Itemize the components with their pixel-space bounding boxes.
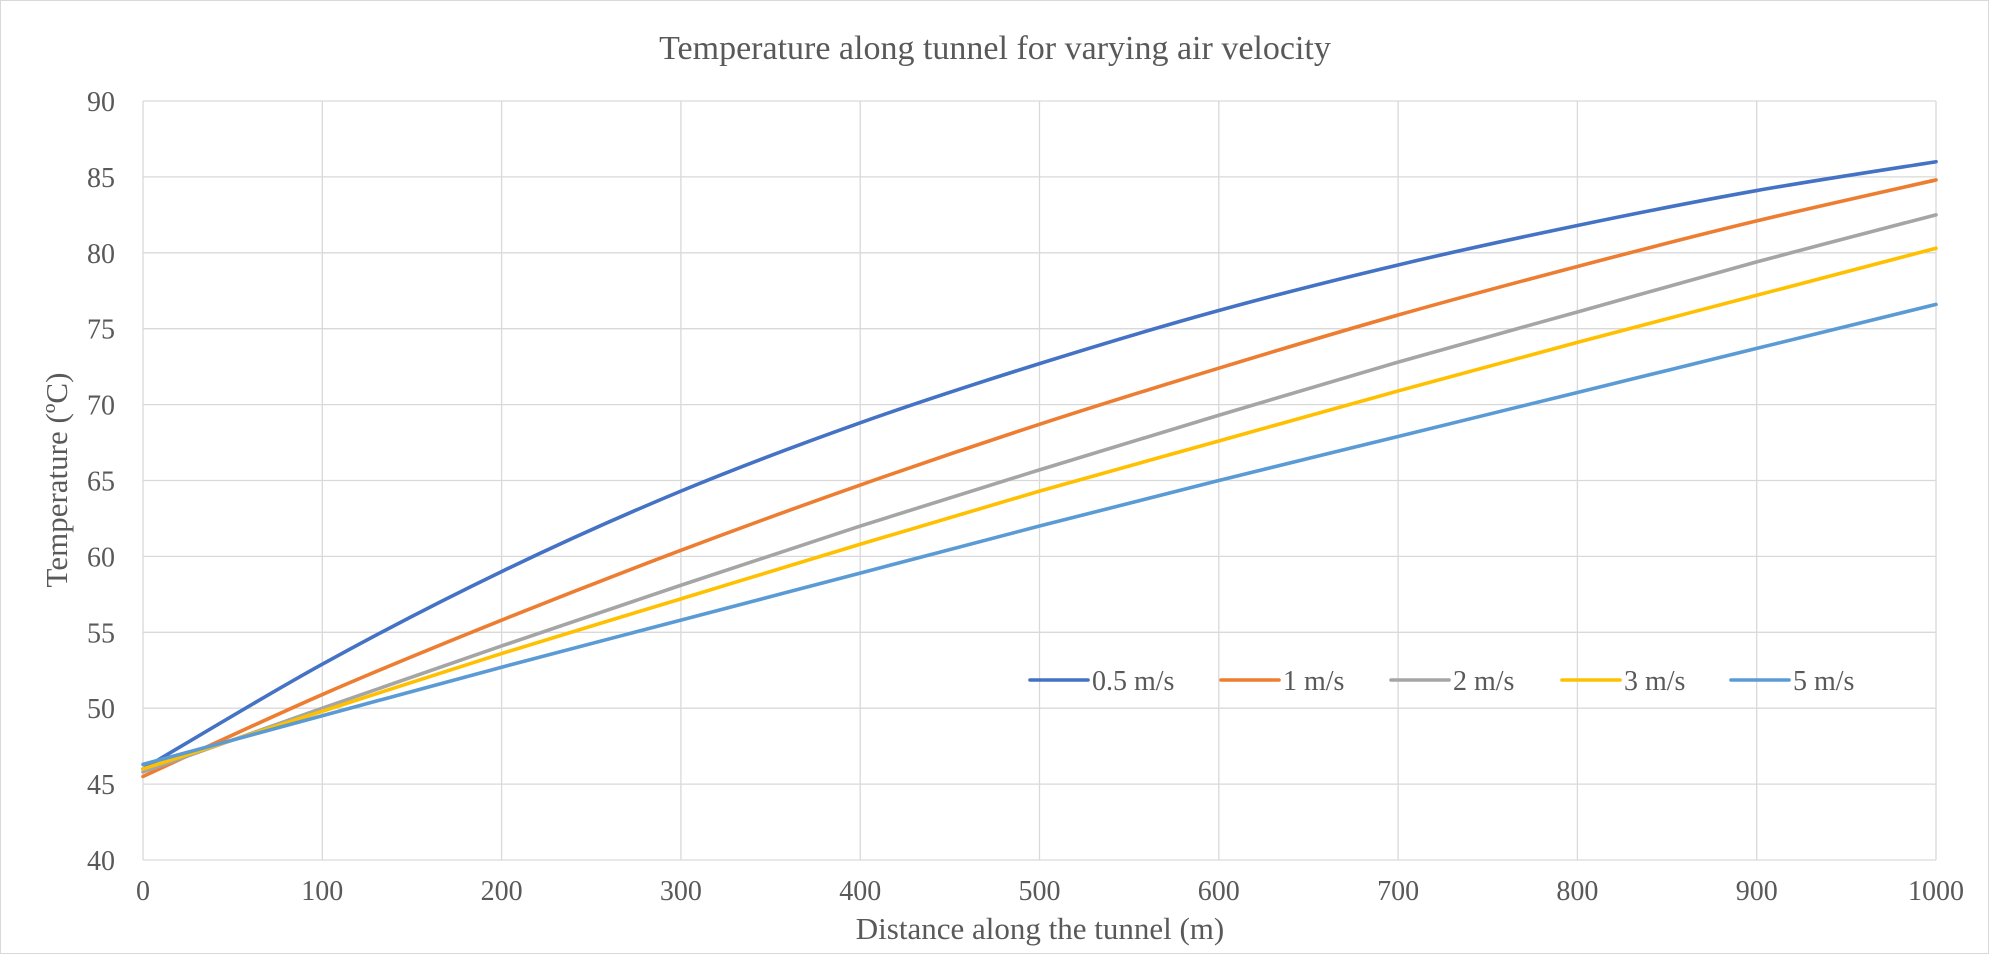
x-tick-label: 900 xyxy=(1736,876,1778,907)
series-line-4 xyxy=(141,302,1938,767)
y-tick-label: 90 xyxy=(87,87,115,118)
chart-title: Temperature along tunnel for varying air… xyxy=(659,30,1331,67)
x-axis-label: Distance along the tunnel (m) xyxy=(856,911,1224,946)
y-tick-label: 75 xyxy=(87,315,115,346)
x-tick-label: 1000 xyxy=(1908,876,1964,907)
y-tick-label: 40 xyxy=(87,846,115,877)
legend: 0.5 m/s 1 m/s 2 m/s 3 m/s 5 m/s xyxy=(1028,666,1854,697)
x-tick-label: 100 xyxy=(301,876,343,907)
x-tick-label: 600 xyxy=(1198,876,1240,907)
y-tick-label: 70 xyxy=(87,391,115,422)
legend-label: 1 m/s xyxy=(1283,666,1344,697)
x-tick-label: 800 xyxy=(1556,876,1598,907)
legend-label: 2 m/s xyxy=(1453,666,1514,697)
y-tick-label: 45 xyxy=(87,770,115,801)
series-line-0 xyxy=(141,159,1938,771)
x-tick-label: 0 xyxy=(136,876,150,907)
y-tick-label: 85 xyxy=(87,163,115,194)
x-tick-label: 700 xyxy=(1377,876,1419,907)
y-tick-label: 80 xyxy=(87,239,115,270)
x-tick-label: 300 xyxy=(660,876,702,907)
series-line-2 xyxy=(141,213,1938,774)
y-tick-label: 55 xyxy=(87,618,115,649)
legend-label: 3 m/s xyxy=(1624,666,1685,697)
legend-label: 0.5 m/s xyxy=(1092,666,1174,697)
x-tick-label: 400 xyxy=(839,876,881,907)
series-line-1 xyxy=(141,178,1938,779)
y-tick-label: 65 xyxy=(87,467,115,498)
legend-label: 5 m/s xyxy=(1793,666,1854,697)
y-tick-label: 50 xyxy=(87,694,115,725)
gridlines xyxy=(142,100,1937,861)
x-tick-label: 200 xyxy=(481,876,523,907)
series-lines xyxy=(141,159,1938,779)
x-tick-label: 500 xyxy=(1019,876,1061,907)
series-line-3 xyxy=(141,246,1938,771)
y-tick-label: 60 xyxy=(87,542,115,573)
y-axis-label: Temperature (ºC) xyxy=(39,373,74,588)
